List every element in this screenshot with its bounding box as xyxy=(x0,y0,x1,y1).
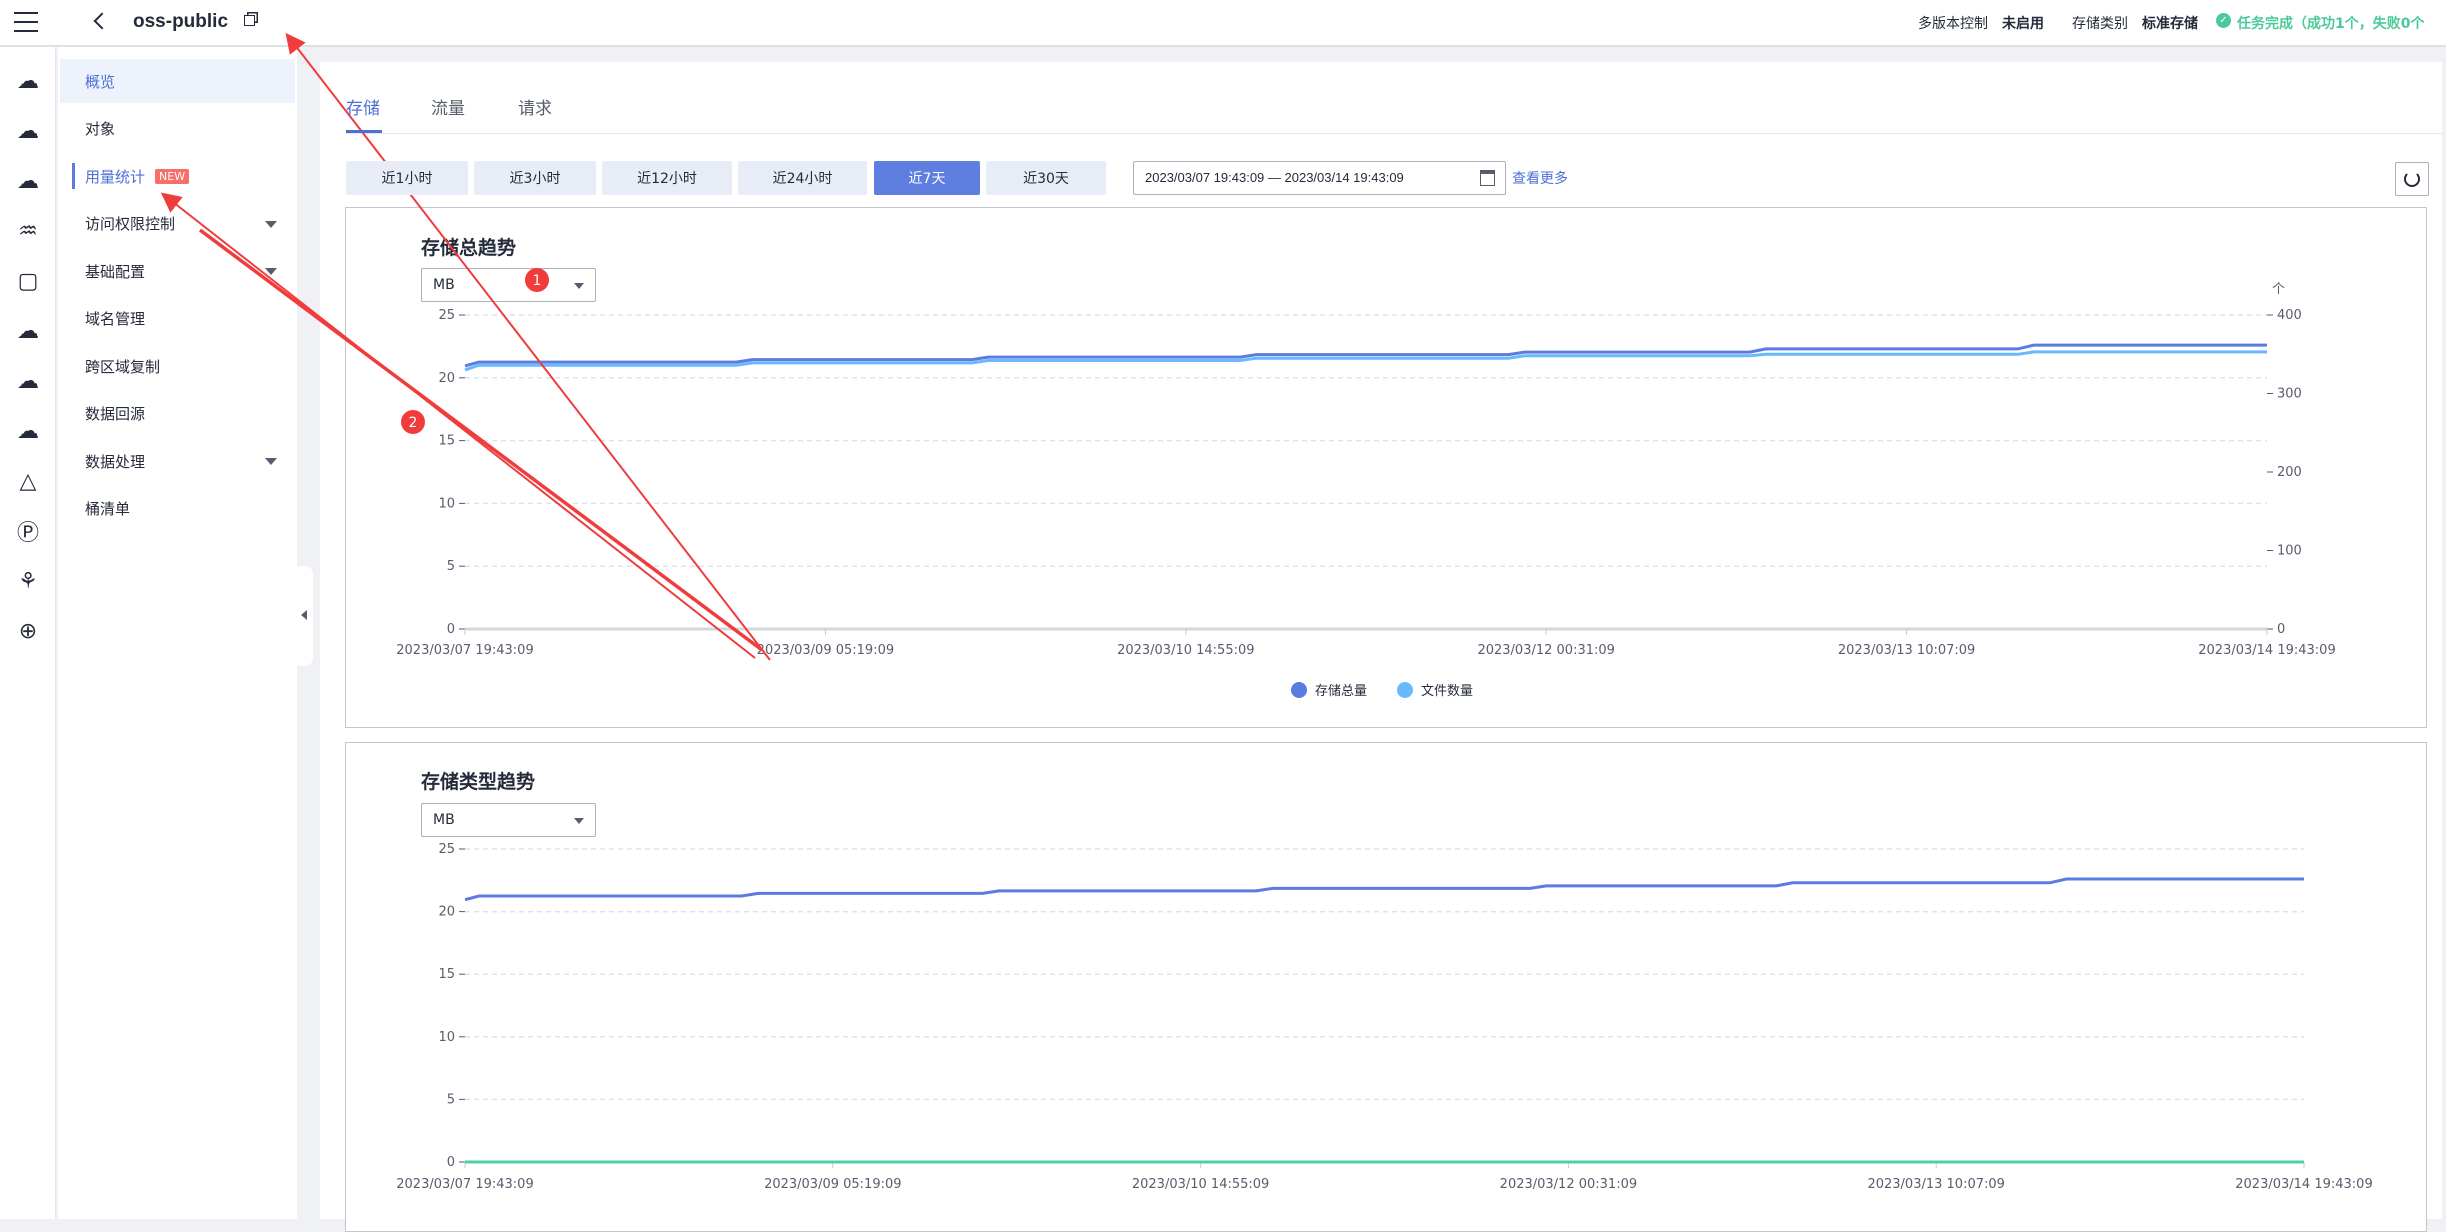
time-range-button[interactable]: 近30天 xyxy=(986,161,1106,195)
copy-icon[interactable] xyxy=(244,15,255,26)
tab-divider xyxy=(346,133,2442,134)
cloud-upload-icon[interactable]: ☁ xyxy=(17,368,39,394)
refresh-button[interactable] xyxy=(2395,162,2429,196)
sidebar-item[interactable]: 概览 xyxy=(60,59,295,103)
time-range-button[interactable]: 近7天 xyxy=(874,161,980,195)
cloud-dots-icon[interactable]: ☁ xyxy=(17,118,39,144)
caret-down-icon xyxy=(265,220,277,228)
chart-title: 存储类型趋势 xyxy=(421,771,536,793)
time-range-button[interactable]: 近3小时 xyxy=(474,161,596,195)
sidebar-item[interactable]: 对象 xyxy=(60,107,295,151)
active-indicator xyxy=(72,163,75,189)
sidebar-item-label: 对象 xyxy=(85,120,116,138)
unit-select[interactable]: MB xyxy=(421,268,596,302)
sidebar-item[interactable]: 数据处理 xyxy=(60,439,295,483)
tab[interactable]: 请求 xyxy=(518,99,552,119)
cloud-icon[interactable]: ☁ xyxy=(17,318,39,344)
date-range-value: 2023/03/07 19:43:09 — 2023/03/14 19:43:0… xyxy=(1145,170,1404,185)
sidebar-item[interactable]: 桶清单 xyxy=(60,487,295,531)
back-icon[interactable] xyxy=(93,12,111,30)
sidebar-item-label: 跨区域复制 xyxy=(85,357,161,376)
sidebar-item-label: 概览 xyxy=(85,72,116,91)
sidebar-item-label: 域名管理 xyxy=(85,310,146,328)
sidebar-item[interactable]: 基础配置 xyxy=(60,249,295,293)
chart-title: 存储总趋势 xyxy=(421,237,517,259)
device-icon[interactable]: ▢ xyxy=(17,268,39,294)
sidebar-item-label: 桶清单 xyxy=(85,500,131,518)
unit-select-value: MB xyxy=(433,812,455,828)
sidebar-item[interactable]: 用量统计 NEW xyxy=(60,154,295,198)
sidebar-item-label: 数据回源 xyxy=(85,405,146,423)
sidebar-item[interactable]: 跨区域复制 xyxy=(60,344,295,388)
bucket-status: 多版本控制 未启用 存储类别 标准存储 ✓ 任务完成（成功1个，失败0个 xyxy=(1918,13,2424,33)
refresh-icon xyxy=(2404,171,2420,187)
chevron-down-icon xyxy=(574,283,584,289)
versioning-value: 未启用 xyxy=(2002,16,2044,32)
cloud-storage-icon[interactable]: ☁ xyxy=(17,168,39,194)
new-badge: NEW xyxy=(155,168,190,184)
calendar-icon[interactable] xyxy=(1480,170,1495,186)
tab[interactable]: 流量 xyxy=(431,99,465,119)
storage-total-chart-card: 存储总趋势 MB xyxy=(345,207,2427,728)
service-rail: ☁ ☁ ☁ ♒ ▢ ☁ ☁ ☁ △ Ⓟ ⚘ ⊕ xyxy=(0,47,56,1219)
archive-icon[interactable]: ♒ xyxy=(18,218,38,244)
unit-select[interactable]: MB xyxy=(421,803,596,837)
globe-icon[interactable]: ⊕ xyxy=(18,618,38,644)
sidebar-item[interactable]: 访问权限控制 xyxy=(60,202,295,246)
task-status[interactable]: 任务完成（成功1个，失败0个 xyxy=(2237,16,2425,32)
caret-down-icon xyxy=(265,458,277,465)
versioning-label: 多版本控制 xyxy=(1918,16,1988,32)
sidebar-item-label: 用量统计 xyxy=(85,167,146,186)
sidebar: 概览对象用量统计 NEW 访问权限控制 基础配置域名管理跨区域复制数据回源数据处理桶清… xyxy=(58,47,297,1219)
sidebar-item-label: 数据处理 xyxy=(85,452,146,471)
storage-class-label: 存储类别 xyxy=(2072,16,2128,32)
time-range-button[interactable]: 近24小时 xyxy=(738,161,867,195)
tab-underline xyxy=(346,130,382,133)
sidebar-item[interactable]: 数据回源 xyxy=(60,392,295,436)
check-circle-icon: ✓ xyxy=(2216,13,2231,28)
time-range-button[interactable]: 近1小时 xyxy=(346,161,468,195)
bucket-name: oss-public xyxy=(133,11,229,32)
time-range-button[interactable]: 近12小时 xyxy=(602,161,732,195)
date-range-input[interactable]: 2023/03/07 19:43:09 — 2023/03/14 19:43:0… xyxy=(1133,161,1506,195)
storage-class-value: 标准存储 xyxy=(2142,16,2198,32)
storage-type-chart-card: 存储类型趋势 MB xyxy=(345,742,2427,1232)
see-more-link[interactable]: 查看更多 xyxy=(1512,171,1568,187)
sidebar-item-label: 基础配置 xyxy=(85,262,146,281)
cloud-sync-icon[interactable]: ☁ xyxy=(17,418,39,444)
sidebar-item[interactable]: 域名管理 xyxy=(60,297,295,341)
top-bar: oss-public 多版本控制 未启用 存储类别 标准存储 ✓ 任务完成（成功… xyxy=(0,0,2446,47)
menu-icon[interactable] xyxy=(14,12,38,32)
chevron-down-icon xyxy=(574,818,584,824)
triangle-icon[interactable]: △ xyxy=(19,468,37,494)
unit-select-value: MB xyxy=(433,277,455,293)
ip-icon[interactable]: Ⓟ xyxy=(16,521,39,546)
collapse-sidebar-handle[interactable] xyxy=(297,566,313,666)
sidebar-item-label: 访问权限控制 xyxy=(85,215,176,233)
caret-down-icon xyxy=(265,268,277,275)
cluster-icon[interactable]: ⚘ xyxy=(18,568,38,594)
oss-icon[interactable]: ☁ xyxy=(17,68,39,94)
tab[interactable]: 存储 xyxy=(346,99,380,119)
